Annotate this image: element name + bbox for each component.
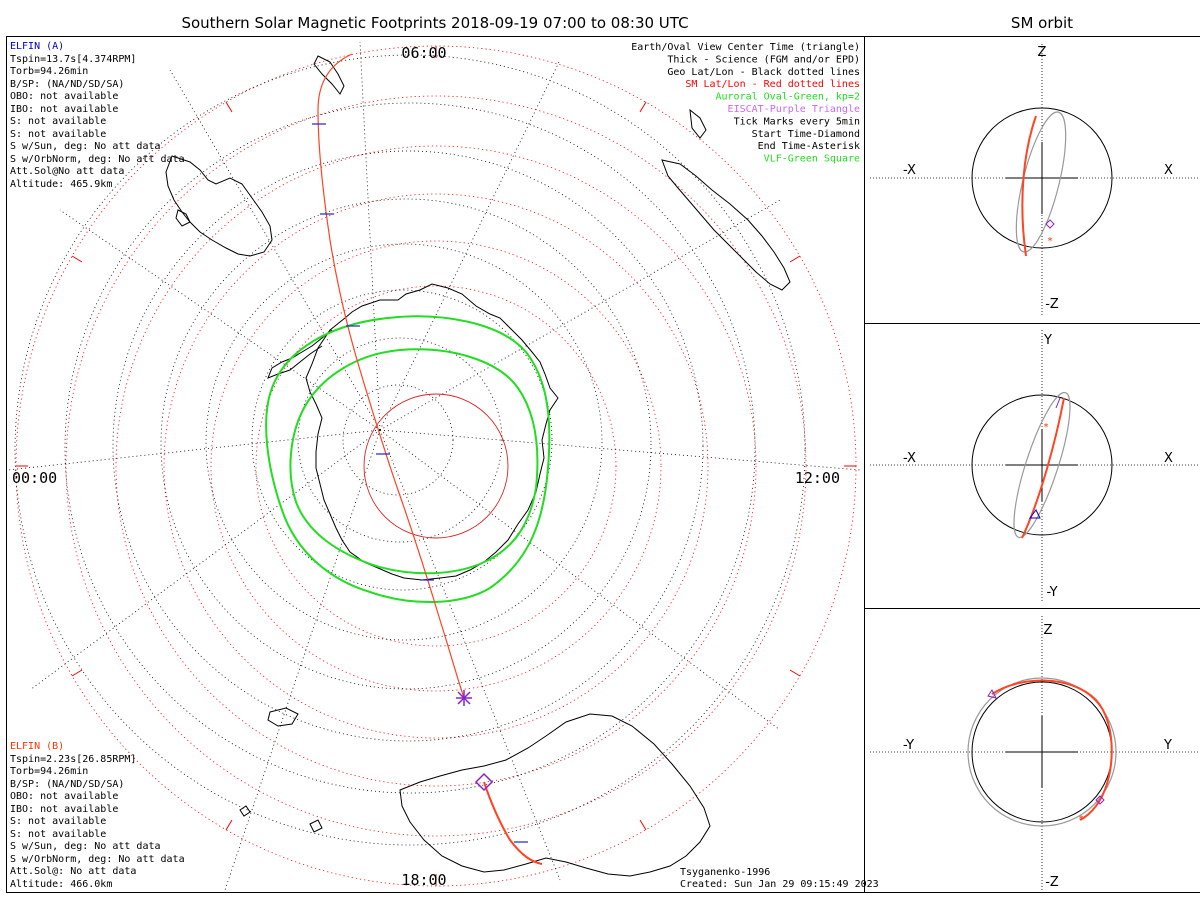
elfin-a-line: S w/Sun, deg: No att data [10,141,161,152]
svg-text:*: * [1047,236,1053,247]
footer-model: Tsyganenko-1996 [680,867,770,878]
panel2-top: Y [1043,333,1052,348]
elfin-b-name: ELFIN (B) [10,741,64,752]
elfin-b-line: B/SP: (NA/ND/SD/SA) [10,779,124,790]
elfin-a-line: Altitude: 465.9km [10,179,112,190]
new-zealand-coastline [313,55,345,95]
elfin-a-line: IBO: not available [10,104,118,115]
orbit-frame [864,36,1200,893]
hour-label-left: 00:00 [12,469,57,487]
legend-item: SM Lat/Lon - Red dotted lines [685,79,860,90]
orbit-panel-xy: * Y -Y -X X [870,330,1198,602]
legend-item: EISCAT-Purple Triangle [728,104,860,115]
elfin-track-end [483,781,543,865]
elfin-track [317,53,465,699]
panel1-right: X [1164,163,1173,178]
islands-sw [239,707,323,833]
panel3-top: Z [1044,623,1053,638]
elfin-b-line: S: not available [10,829,106,840]
tasmania-coastline [175,209,191,227]
elfin-b-line: Torb=94.26min [10,766,88,777]
panel3-right: Y [1163,738,1172,753]
map-title: Southern Solar Magnetic Footprints 2018-… [181,14,688,32]
hour-label-top: 06:00 [401,44,446,62]
svg-text:*: * [1078,814,1084,825]
madagascar-coastline [689,108,707,139]
australia-coastline [165,155,273,257]
panel1-top: Z [1038,45,1047,60]
legend-item: Auroral Oval-Green, kp=2 [716,92,861,103]
panel1-left: -X [903,163,916,178]
orbit-panel-xz: * Z -Z -X X [870,44,1198,316]
auroral-oval-inner [289,348,539,575]
panel2-right: X [1164,451,1173,466]
hour-label-right: 12:00 [795,469,840,487]
panel3-bottom: -Z [1045,875,1059,890]
panel1-bottom: -Z [1045,297,1059,312]
legend-item: VLF-Green Square [764,154,860,165]
panel2-left: -X [903,451,916,466]
auroral-oval-outer [265,315,551,603]
sm-pole-circle [363,393,509,539]
sm-edge-ticks [16,46,856,886]
legend-item: Earth/Oval View Center Time (triangle) [631,42,860,53]
antarctica-coastline [305,283,559,581]
elfin-b-info: ELFIN (B) Tspin=2.23s[26.85RPM] Torb=94.… [10,741,185,890]
svg-text:*: * [1043,422,1049,433]
elfin-b-line: Att.Sol@: No att data [10,866,136,877]
south-america-coastline [399,713,711,877]
elfin-a-line: Att.Sol@No att data [10,166,124,177]
elfin-b-line: IBO: not available [10,804,118,815]
hour-label-bottom: 18:00 [401,871,446,889]
geo-meridians [7,41,861,891]
elfin-b-line: S w/Sun, deg: No att data [10,841,161,852]
elfin-a-line: B/SP: (NA/ND/SD/SA) [10,79,124,90]
sm-grid-circles [15,45,857,887]
geo-grid-circles [14,54,806,846]
panel3-left: -Y [903,738,914,753]
elfin-a-line: S w/OrbNorm, deg: No att data [10,154,185,165]
legend: Earth/Oval View Center Time (triangle)Th… [631,42,860,165]
orbit-panel-yz: * Z -Z -Y Y [870,616,1198,890]
elfin-b-line: S: not available [10,816,106,827]
panel2-bottom: -Y [1046,585,1057,600]
legend-item: Geo Lat/Lon - Black dotted lines [667,67,860,78]
elfin-b-line: S w/OrbNorm, deg: No att data [10,854,185,865]
elfin-b-line: Altitude: 466.0km [10,879,112,890]
legend-item: Start Time-Diamond [752,129,860,140]
elfin-a-line: Torb=94.26min [10,66,88,77]
end-time-asterisk [456,690,472,706]
start-time-diamond [474,772,494,792]
legend-item: End Time-Asterisk [758,141,860,152]
elfin-a-name: ELFIN (A) [10,41,64,52]
elfin-a-line: S: not available [10,129,106,140]
elfin-a-info: ELFIN (A) Tspin=13.7s[4.374RPM] Torb=94.… [10,41,185,190]
legend-item: Thick - Science (FGM and/or EPD) [667,54,860,65]
footer-created: Created: Sun Jan 29 09:15:49 2023 [680,879,879,890]
polar-map: 06:00 00:00 12:00 18:00 [7,41,861,891]
orbit-title: SM orbit [1011,14,1073,32]
track-ticks [312,123,528,843]
africa-coastline [661,159,791,291]
elfin-b-line: Tspin=2.23s[26.85RPM] [10,754,136,765]
elfin-a-line: Tspin=13.7s[4.374RPM] [10,54,136,65]
antarctic-peninsula [267,329,333,379]
elfin-a-line: OBO: not available [10,91,118,102]
elfin-a-line: S: not available [10,116,106,127]
legend-item: Tick Marks every 5min [734,116,860,127]
elfin-b-line: OBO: not available [10,791,118,802]
